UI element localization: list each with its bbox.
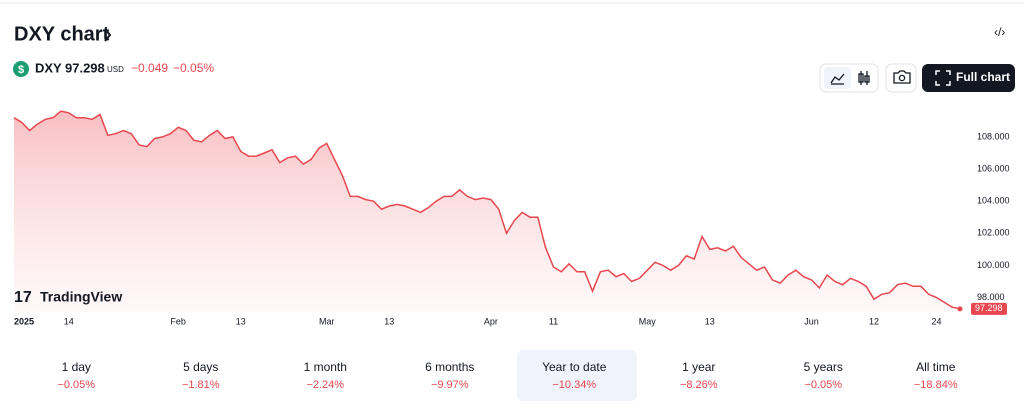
fullscreen-icon	[935, 70, 951, 86]
price-line	[13, 110, 961, 310]
x-tick-label: 13	[236, 316, 246, 326]
y-tick-label: 104.000	[977, 196, 1010, 206]
ranges: 1 day −0.05% 5 days −1.81% 1 month −2.24% 6 mo…	[57, 350, 958, 401]
title-arrow	[104, 28, 112, 42]
range-button[interactable]: All time −18.84%	[914, 360, 958, 391]
x-tick-label: 14	[64, 316, 74, 326]
range-button[interactable]: 5 days −1.81%	[182, 360, 220, 391]
y-tick-label: 108.000	[977, 131, 1010, 141]
area-icon	[830, 73, 845, 85]
range-label: Year to date	[542, 360, 607, 374]
x-tick-label: Apr	[484, 316, 498, 326]
change-percent: −0.05%	[173, 61, 214, 75]
range-button[interactable]: 6 months −9.97%	[425, 360, 474, 391]
full-chart-button[interactable]	[922, 64, 1015, 92]
range-change: −10.34%	[552, 379, 596, 391]
logo: TradingView	[40, 289, 122, 305]
x-tick-label: 11	[549, 316, 558, 326]
range-label: All time	[916, 360, 956, 374]
range-label: 1 year	[682, 360, 715, 374]
range-label: 6 months	[425, 360, 474, 374]
range-button[interactable]: 1 month −2.24%	[304, 360, 347, 391]
x-tick-label: Feb	[170, 316, 186, 326]
change: −0.049	[131, 61, 168, 75]
symbol: DXY	[35, 60, 62, 75]
x-tick-label: Mar	[319, 316, 335, 326]
snapshot-button[interactable]	[885, 63, 917, 93]
last-point	[957, 306, 963, 312]
range-selected-bg	[517, 350, 637, 401]
full-chart-label: Full chart	[956, 70, 1010, 84]
range-label: 5 years	[804, 360, 843, 374]
area-button[interactable]	[824, 67, 851, 89]
x-tick-label: 24	[932, 316, 942, 326]
x-tick-label: 2025	[14, 316, 34, 326]
symbol-icon-glyph: $	[18, 64, 24, 76]
range-button[interactable]: 1 year −8.26%	[680, 360, 718, 391]
range-label: 1 month	[304, 360, 347, 374]
range-button[interactable]: Year to date −10.34%	[517, 350, 637, 401]
x-tick-label: 13	[705, 316, 715, 326]
range-label: 1 day	[62, 360, 91, 374]
embed-icon[interactable]: ‹/›	[994, 25, 1005, 39]
logo-mark: 17	[14, 289, 32, 306]
symbol-icon	[13, 61, 29, 77]
area-fill	[14, 111, 960, 312]
range-change: −1.81%	[182, 379, 220, 391]
price-tag-label: 97.298	[975, 303, 1003, 313]
range-change: −0.05%	[804, 379, 842, 391]
y-tick-label: 102.000	[977, 228, 1010, 238]
camera-icon	[893, 70, 911, 84]
y-tick-label: 98.000	[977, 292, 1005, 302]
price-tag	[971, 302, 1007, 315]
y-tick-label: 100.000	[977, 260, 1010, 270]
range-change: −9.97%	[431, 379, 469, 391]
range-button[interactable]: 5 years −0.05%	[804, 360, 843, 391]
range-change: −18.84%	[914, 379, 958, 391]
plot: 98.000 100.000 102.000 104.000 106.000 108.00…	[13, 110, 1010, 326]
camera-lens	[898, 74, 906, 82]
candle-icon[interactable]	[858, 71, 870, 85]
range-change: −0.05%	[57, 379, 95, 391]
range-label: 5 days	[183, 360, 218, 374]
x-tick-label: Jun	[804, 316, 819, 326]
range-change: −8.26%	[680, 379, 718, 391]
x-tick-label: May	[639, 316, 657, 326]
y-tick-label: 106.000	[977, 163, 1010, 173]
currency: USD	[107, 65, 124, 74]
title[interactable]: DXY chart	[14, 23, 110, 45]
range-change: −2.24%	[306, 379, 344, 391]
x-tick-label: 12	[869, 316, 879, 326]
price: 97.298	[65, 60, 105, 75]
x-tick-label: 13	[384, 316, 394, 326]
range-button[interactable]: 1 day −0.05%	[57, 360, 95, 391]
